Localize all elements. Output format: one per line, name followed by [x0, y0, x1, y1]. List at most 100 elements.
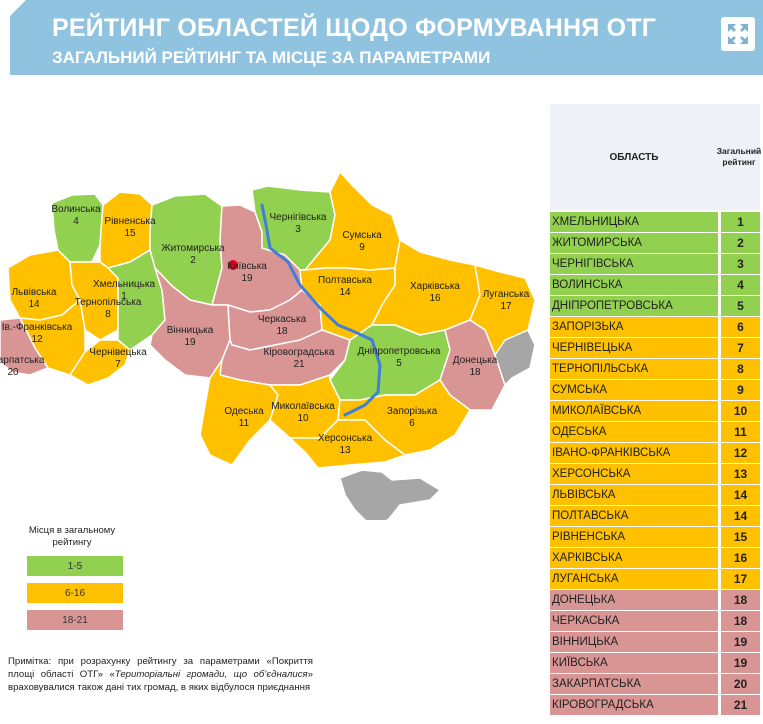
- header-region: ОБЛАСТЬ: [609, 151, 659, 163]
- map-rank-sumska: 9: [359, 242, 365, 253]
- table-row: ІВАНО-ФРАНКІВСЬКА 12: [550, 443, 760, 463]
- map-label-mykolaivska: Миколаївська: [271, 401, 335, 412]
- map-label-dnipropetrovska: Дніпропетровська: [358, 346, 441, 357]
- legend-item-18-21: 18-21: [27, 610, 123, 630]
- table-cell-region: ХМЕЛЬНИЦЬКА: [550, 212, 718, 232]
- table-cell-rank: 19: [721, 632, 760, 652]
- table-cell-rank: 5: [721, 296, 760, 316]
- table-row: ЧЕРНІВЕЦЬКА 7: [550, 338, 760, 358]
- table-cell-region: ДОНЕЦЬКА: [550, 590, 718, 610]
- table-cell-rank: 3: [721, 254, 760, 274]
- table-row: ЛУГАНСЬКА 17: [550, 569, 760, 589]
- map-rank-zaporizka: 6: [409, 418, 415, 429]
- map-label-kyivska: Київська: [227, 261, 267, 272]
- table-row: ЗАПОРІЗЬКА 6: [550, 317, 760, 337]
- map-rank-cherkaska: 18: [276, 326, 288, 337]
- table-cell-rank: 10: [721, 401, 760, 421]
- legend-item-1-5: 1-5: [27, 556, 123, 576]
- table-cell-region: КИЇВСЬКА: [550, 653, 718, 673]
- map-rank-lvivska: 14: [28, 299, 40, 310]
- table-cell-rank: 15: [721, 527, 760, 547]
- map-label-chernihivska: Чернігівська: [270, 212, 327, 223]
- table-cell-region: ЗАПОРІЗЬКА: [550, 317, 718, 337]
- map-label-ivano-frankivska: Ів.-Франківська: [2, 322, 73, 333]
- region-volynska[interactable]: [51, 193, 104, 263]
- map-rank-rivnenska: 15: [124, 228, 136, 239]
- expand-arrows-icon: [728, 24, 748, 44]
- table-cell-region: ДНІПРОПЕТРОВСЬКА: [550, 296, 718, 316]
- table-row: ЖИТОМИРСЬКА 2: [550, 233, 760, 253]
- table-cell-region: ЖИТОМИРСЬКА: [550, 233, 718, 253]
- table-cell-rank: 9: [721, 380, 760, 400]
- table-row: ДНІПРОПЕТРОВСЬКА 5: [550, 296, 760, 316]
- table-cell-region: КІРОВОГРАДСЬКА: [550, 695, 718, 715]
- map-rank-ternopilska: 8: [105, 309, 111, 320]
- table-row: ВОЛИНСЬКА 4: [550, 275, 760, 295]
- map-label-zakarpatska: Закарпатська: [0, 355, 45, 366]
- table-row: ХМЕЛЬНИЦЬКА 1: [550, 212, 760, 232]
- map-label-kirovohradska: Кіровоградська: [264, 347, 335, 358]
- region-donetska[interactable]: [439, 319, 506, 411]
- table-cell-region: МИКОЛАЇВСЬКА: [550, 401, 718, 421]
- map-rank-odeska: 11: [239, 418, 250, 429]
- table-cell-region: ЗАКАРПАТСЬКА: [550, 674, 718, 694]
- map-label-kharkivska: Харківська: [410, 281, 460, 292]
- map-rank-luhanska: 17: [500, 301, 512, 312]
- map-label-donetska: Донецька: [453, 355, 498, 366]
- kyiv-marker: [228, 260, 238, 270]
- footnote: Примітка: при розрахунку рейтингу за пар…: [8, 655, 313, 694]
- footnote-text-end: » враховувалися також дані тих громад, в…: [8, 669, 313, 693]
- map-rank-khersonska: 13: [339, 445, 351, 456]
- table-row: ВІННИЦЬКА 19: [550, 632, 760, 652]
- map-rank-donetska: 18: [469, 367, 481, 378]
- map-label-zaporizka: Запорізька: [387, 406, 438, 417]
- table-row: ЛЬВІВСЬКА 14: [550, 485, 760, 505]
- map-rank-zakarpatska: 20: [7, 367, 19, 378]
- table-row: РІВНЕНСЬКА 15: [550, 527, 760, 547]
- region-khersonska[interactable]: [289, 419, 406, 469]
- ranking-table: ОБЛАСТЬ Загальний рейтинг ХМЕЛЬНИЦЬКА 1 ЖИ…: [550, 104, 761, 715]
- expand-button[interactable]: [721, 17, 755, 51]
- map-rank-volynska: 4: [73, 216, 79, 227]
- table-cell-region: СУМСЬКА: [550, 380, 718, 400]
- map-rank-zhytomyrska: 2: [190, 255, 196, 266]
- map-rank-poltavska: 14: [339, 287, 351, 298]
- map-rank-kharkivska: 16: [429, 293, 441, 304]
- table-cell-region: РІВНЕНСЬКА: [550, 527, 718, 547]
- map-label-chernivetska: Чернівецька: [89, 347, 147, 358]
- map-label-ternopilska: Тернопільська: [75, 297, 142, 308]
- table-cell-rank: 16: [721, 548, 760, 568]
- table-cell-rank: 18: [721, 590, 760, 610]
- table-cell-rank: 20: [721, 674, 760, 694]
- table-cell-region: ПОЛТАВСЬКА: [550, 506, 718, 526]
- region-zakarpatska[interactable]: [0, 317, 49, 376]
- region-chernivetska[interactable]: [69, 339, 131, 386]
- table-cell-region: ВОЛИНСЬКА: [550, 275, 718, 295]
- map-label-luhanska: Луганська: [483, 289, 530, 300]
- footnote-italic: Територіальні громади, що об’єдналися: [114, 669, 308, 680]
- map-rank-ivano-frankivska: 12: [31, 334, 43, 345]
- table-cell-region: ОДЕСЬКА: [550, 422, 718, 442]
- table-cell-rank: 2: [721, 233, 760, 253]
- table-row: ПОЛТАВСЬКА 14: [550, 506, 760, 526]
- table-cell-rank: 12: [721, 443, 760, 463]
- table-row: КИЇВСЬКА 19: [550, 653, 760, 673]
- map-rank-chernivetska: 7: [115, 359, 121, 370]
- table-cell-rank: 19: [721, 653, 760, 673]
- table-cell-region: ЛЬВІВСЬКА: [550, 485, 718, 505]
- map-rank-dnipropetrovska: 5: [396, 358, 402, 369]
- table-cell-rank: 4: [721, 275, 760, 295]
- map-rank-kirovohradska: 21: [293, 359, 305, 370]
- occupied-east: [494, 329, 536, 386]
- table-cell-rank: 17: [721, 569, 760, 589]
- table-cell-region: ХАРКІВСЬКА: [550, 548, 718, 568]
- map-rank-kyivska: 19: [241, 273, 253, 284]
- table-cell-region: ЛУГАНСЬКА: [550, 569, 718, 589]
- table-row: ДОНЕЦЬКА 18: [550, 590, 760, 610]
- table-row: ЗАКАРПАТСЬКА 20: [550, 674, 760, 694]
- table-row: ЧЕРКАСЬКА 18: [550, 611, 760, 631]
- table-cell-rank: 8: [721, 359, 760, 379]
- table-cell-region: ЧЕРКАСЬКА: [550, 611, 718, 631]
- table-row: КІРОВОГРАДСЬКА 21: [550, 695, 760, 715]
